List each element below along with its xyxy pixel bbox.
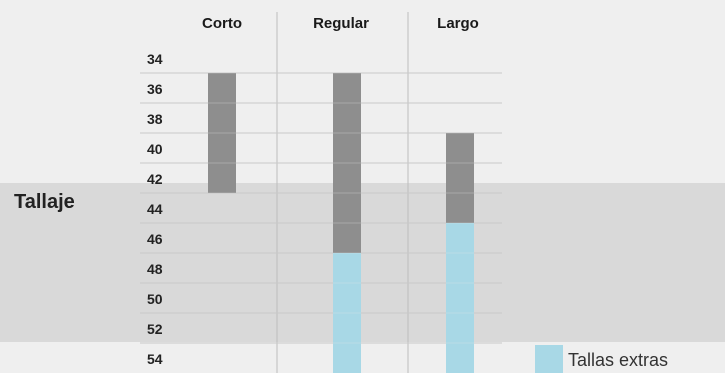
bar-corto-36-standard — [208, 73, 236, 103]
bar-largo-46-extra — [446, 223, 474, 253]
bar-regular-52-extra — [333, 313, 361, 343]
legend: Tallas extras — [535, 345, 668, 373]
bar-corto-38-standard — [208, 103, 236, 133]
bar-regular-44-standard — [333, 193, 361, 223]
bar-corto-40-standard — [208, 133, 236, 163]
legend-swatch-extra — [535, 345, 563, 373]
bar-largo-48-extra — [446, 253, 474, 283]
bar-regular-48-extra — [333, 253, 361, 283]
column-headers: Corto Regular Largo — [202, 15, 479, 32]
bar-largo-54-extra — [446, 343, 474, 373]
size-label-54: 54 — [147, 351, 163, 367]
bar-regular-42-standard — [333, 163, 361, 193]
bar-largo-40-standard — [446, 133, 474, 163]
column-header-corto: Corto — [202, 15, 242, 32]
bar-largo-42-standard — [446, 163, 474, 193]
size-label-38: 38 — [147, 111, 163, 127]
size-label-50: 50 — [147, 291, 163, 307]
size-label-40: 40 — [147, 141, 163, 157]
column-header-regular: Regular — [313, 15, 369, 32]
tallaje-label: Tallaje — [14, 191, 75, 213]
tallaje-band — [0, 183, 725, 342]
bar-regular-50-extra — [333, 283, 361, 313]
bar-largo-44-standard — [446, 193, 474, 223]
size-label-42: 42 — [147, 171, 163, 187]
size-label-44: 44 — [147, 201, 163, 217]
bar-regular-40-standard — [333, 133, 361, 163]
bar-corto-42-standard — [208, 163, 236, 193]
size-label-34: 34 — [147, 51, 163, 67]
size-label-52: 52 — [147, 321, 163, 337]
bar-largo-50-extra — [446, 283, 474, 313]
size-bars — [140, 72, 502, 373]
bar-regular-54-extra — [333, 343, 361, 373]
legend-label-extra: Tallas extras — [568, 350, 668, 370]
bar-regular-36-standard — [333, 73, 361, 103]
bar-regular-38-standard — [333, 103, 361, 133]
size-label-48: 48 — [147, 261, 163, 277]
size-labels: 34 36 38 40 42 44 46 48 50 52 54 — [147, 51, 163, 367]
column-header-largo: Largo — [437, 15, 479, 32]
bar-largo-52-extra — [446, 313, 474, 343]
size-label-46: 46 — [147, 231, 163, 247]
bar-regular-46-standard — [333, 223, 361, 253]
size-label-36: 36 — [147, 81, 163, 97]
